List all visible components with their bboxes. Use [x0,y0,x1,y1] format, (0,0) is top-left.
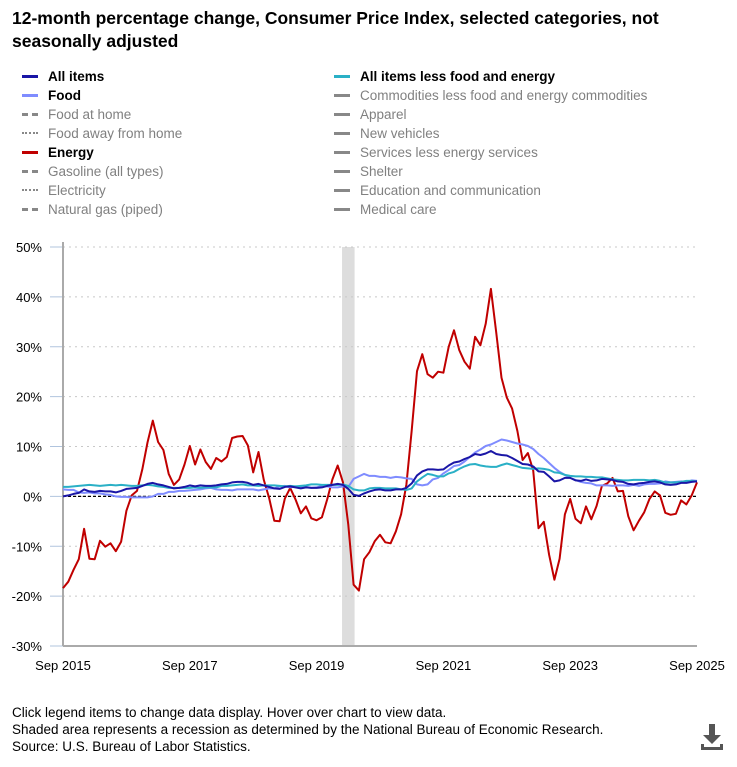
legend-item-all-items-less-food-and-energy[interactable]: All items less food and energy [334,67,555,86]
legend-item-food-at-home[interactable]: Food at home [22,105,131,124]
legend-swatch [22,169,38,173]
y-tick-label: -10% [12,539,43,554]
footnote-recession: Shaded area represents a recession as de… [12,722,604,737]
x-tick-label: Sep 2023 [542,658,598,673]
series-line-food [62,438,698,499]
chart-title: 12-month percentage change, Consumer Pri… [12,8,659,51]
legend-label: All items less food and energy [360,69,556,84]
y-tick-label: 30% [16,340,42,355]
legend-swatch [22,112,38,116]
legend-label: Food [48,88,81,103]
legend-item-shelter[interactable]: Shelter [334,162,403,181]
legend-label: Electricity [48,183,106,198]
legend-item-gasoline-all-types[interactable]: Gasoline (all types) [22,162,164,181]
legend-swatch [22,207,38,211]
legend-item-energy[interactable]: Energy [22,143,94,162]
legend-item-natural-gas-piped[interactable]: Natural gas (piped) [22,200,163,219]
legend-item-food-away-from-home[interactable]: Food away from home [22,124,182,143]
legend-label: Education and communication [360,183,541,198]
download-button[interactable] [699,722,725,752]
legend-swatch [22,132,38,135]
legend-swatch [334,93,350,97]
legend-item-new-vehicles[interactable]: New vehicles [334,124,440,143]
series-line-energy [62,287,698,592]
y-tick-label: -20% [12,589,43,604]
legend-swatch [22,189,38,192]
x-tick-label: Sep 2025 [669,658,725,673]
legend-item-all-items[interactable]: All items [22,67,104,86]
chart-plot[interactable]: 50% 40% 30% 20% 10% 0% -10% -20% -30% Sep 2015 Sep… [0,0,737,680]
legend-label: Medical care [360,202,437,217]
series-line-all-items [62,450,698,498]
legend-item-services-less-energy-services[interactable]: Services less energy services [334,143,538,162]
y-tick-label: 10% [16,440,42,455]
legend-swatch [334,207,350,211]
y-tick-label: 0% [23,489,42,504]
legend-item-commodities-less-food-and-energy-commodities[interactable]: Commodities less food and energy commodi… [334,86,647,105]
legend-swatch [334,169,350,173]
legend-label: Shelter [360,164,403,179]
download-icon [701,724,723,750]
footnote-instructions: Click legend items to change data displa… [12,705,447,720]
legend-label: Food away from home [48,126,183,141]
legend-label: Food at home [48,107,132,122]
legend-swatch [334,131,350,135]
legend-swatch [22,74,38,78]
y-tick-label: 40% [16,290,42,305]
legend-item-medical-care[interactable]: Medical care [334,200,437,219]
legend-label: Services less energy services [360,145,538,160]
legend-swatch [334,112,350,116]
legend-label: Commodities less food and energy commodi… [360,88,648,103]
legend-item-electricity[interactable]: Electricity [22,181,106,200]
legend-swatch [22,150,38,154]
legend-label: All items [48,69,105,84]
legend-label: Apparel [360,107,407,122]
legend-label: New vehicles [360,126,440,141]
y-tick-label: 50% [16,240,42,255]
x-tick-label: Sep 2017 [162,658,218,673]
legend-label: Energy [48,145,94,160]
x-tick-label: Sep 2019 [289,658,345,673]
legend-label: Gasoline (all types) [48,164,164,179]
x-tick-label: Sep 2021 [416,658,472,673]
legend-swatch [334,150,350,154]
legend-swatch [334,74,350,78]
y-tick-label: 20% [16,390,42,405]
x-tick-label: Sep 2015 [35,658,91,673]
legend-item-food[interactable]: Food [22,86,81,105]
legend-item-education-and-communication[interactable]: Education and communication [334,181,541,200]
footnote-source: Source: U.S. Bureau of Labor Statistics. [12,739,251,754]
legend-item-apparel[interactable]: Apparel [334,105,407,124]
legend-swatch [334,188,350,192]
y-tick-label: -30% [12,639,43,654]
legend-label: Natural gas (piped) [48,202,163,217]
legend-swatch [22,93,38,97]
